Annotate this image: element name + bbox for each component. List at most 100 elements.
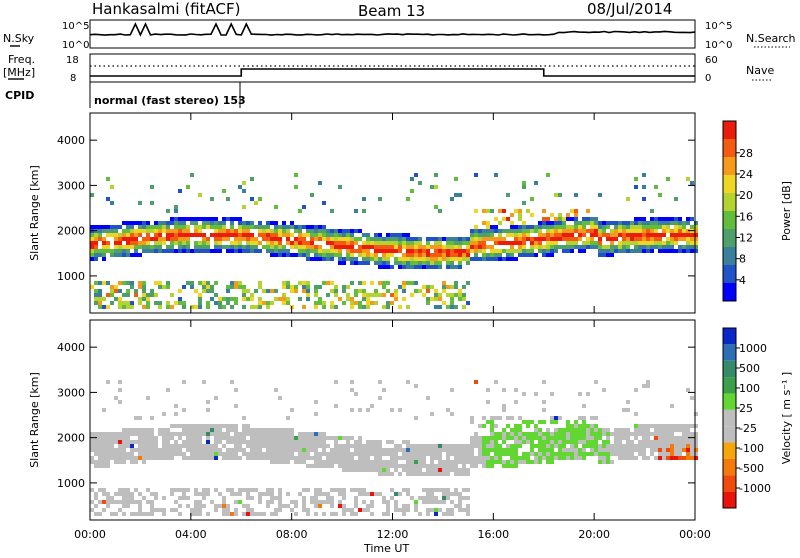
power-cell	[158, 229, 162, 233]
velocity-cell	[210, 444, 214, 448]
power-cell	[394, 297, 398, 301]
power-cell	[206, 281, 210, 285]
power-cell	[450, 285, 454, 289]
velocity-cell	[122, 488, 126, 492]
power-cell	[646, 225, 650, 229]
velocity-cell	[142, 428, 146, 432]
power-cell	[158, 281, 162, 285]
power-cell	[146, 221, 150, 225]
velocity-cell	[382, 500, 386, 504]
velocity-cell	[494, 440, 498, 444]
velocity-cell	[302, 488, 306, 492]
power-cell	[138, 221, 142, 225]
velocity-cell	[402, 452, 406, 456]
velocity-cell	[558, 440, 562, 444]
velocity-cell	[138, 416, 142, 420]
velocity-cell	[406, 464, 410, 468]
power-cell	[478, 249, 482, 253]
power-cell	[182, 225, 186, 229]
power-cell	[110, 253, 114, 257]
velocity-cell	[510, 444, 514, 448]
power-cell	[318, 301, 322, 305]
velocity-cell	[174, 488, 178, 492]
velocity-cell	[158, 456, 162, 460]
power-cell	[250, 221, 254, 225]
nave-tick-top: 60	[705, 55, 718, 66]
power-cell	[106, 225, 110, 229]
power-cell	[134, 253, 138, 257]
power-cell	[266, 289, 270, 293]
power-cell	[506, 241, 510, 245]
power-cell	[322, 249, 326, 253]
velocity-cell	[246, 444, 250, 448]
power-cell	[446, 293, 450, 297]
power-cell	[230, 229, 234, 233]
velocity-cell	[154, 508, 158, 512]
velocity-cell	[490, 424, 494, 428]
power-cell	[222, 297, 226, 301]
velocity-cell	[550, 440, 554, 444]
velocity-cell	[278, 436, 282, 440]
power-cell	[550, 213, 554, 217]
power-cell	[434, 289, 438, 293]
power-cell	[666, 217, 670, 221]
velocity-cell	[494, 452, 498, 456]
power-cell	[414, 249, 418, 253]
velocity-cell	[274, 452, 278, 456]
power-cell	[210, 217, 214, 221]
power-cell	[142, 305, 146, 309]
velocity-cell	[426, 396, 430, 400]
velocity-cell	[202, 448, 206, 452]
power-cell	[158, 249, 162, 253]
power-cell	[390, 233, 394, 237]
velocity-cell	[546, 452, 550, 456]
power-cell	[166, 301, 170, 305]
velocity-cell	[94, 496, 98, 500]
velocity-cell	[242, 452, 246, 456]
velocity-cell	[294, 512, 298, 516]
power-cell	[142, 237, 146, 241]
velocity-cell	[314, 412, 318, 416]
velocity-cell	[478, 460, 482, 464]
power-cell	[602, 253, 606, 257]
velocity-cell	[542, 420, 546, 424]
power-cell	[162, 241, 166, 245]
power-cell	[406, 253, 410, 257]
velocity-cell	[470, 436, 474, 440]
power-cell	[438, 265, 442, 269]
velocity-cell	[510, 428, 514, 432]
power-cell	[566, 217, 570, 221]
velocity-cell	[202, 424, 206, 428]
velocity-cell	[634, 412, 638, 416]
power-cell	[466, 241, 470, 245]
velocity-cell	[510, 456, 514, 460]
velocity-cell	[614, 440, 618, 444]
velocity-cell	[610, 452, 614, 456]
velocity-cell	[474, 380, 478, 384]
velocity-cell	[462, 444, 466, 448]
power-cell	[638, 249, 642, 253]
power-cell	[450, 301, 454, 305]
power-cell	[398, 233, 402, 237]
power-cell	[250, 233, 254, 237]
power-cell	[554, 241, 558, 245]
power-cell	[550, 245, 554, 249]
power-cell	[306, 281, 310, 285]
power-cell	[366, 261, 370, 265]
velocity-cell	[126, 432, 130, 436]
velocity-cell	[150, 456, 154, 460]
velocity-cell	[290, 452, 294, 456]
power-cell	[686, 249, 690, 253]
velocity-cell	[374, 448, 378, 452]
power-cell	[614, 237, 618, 241]
velocity-cell	[110, 444, 114, 448]
velocity-cell	[314, 448, 318, 452]
power-cell	[562, 229, 566, 233]
velocity-cell	[270, 500, 274, 504]
velocity-cell	[362, 468, 366, 472]
velocity-cell	[522, 456, 526, 460]
velocity-cell	[594, 436, 598, 440]
power-cell	[198, 301, 202, 305]
velocity-cell	[354, 488, 358, 492]
power-cell	[674, 249, 678, 253]
